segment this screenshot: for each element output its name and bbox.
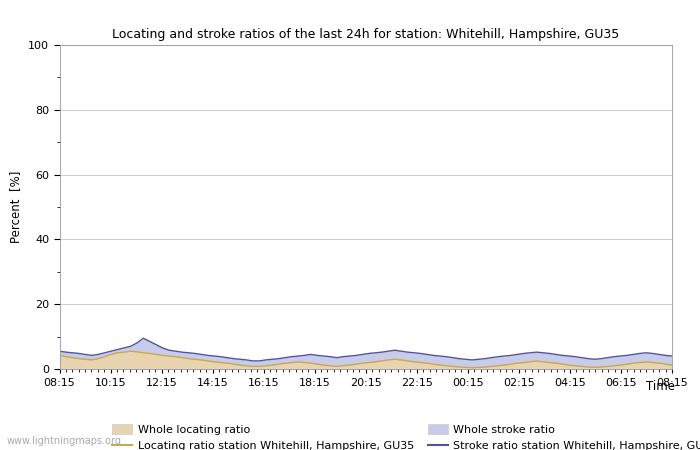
Title: Locating and stroke ratios of the last 24h for station: Whitehill, Hampshire, GU: Locating and stroke ratios of the last 2… — [112, 28, 620, 41]
Y-axis label: Percent  [%]: Percent [%] — [10, 171, 22, 243]
Legend: Whole locating ratio, Locating ratio station Whitehill, Hampshire, GU35, Whole s: Whole locating ratio, Locating ratio sta… — [108, 420, 700, 450]
Text: Time: Time — [647, 380, 676, 393]
Text: www.lightningmaps.org: www.lightningmaps.org — [7, 436, 122, 446]
